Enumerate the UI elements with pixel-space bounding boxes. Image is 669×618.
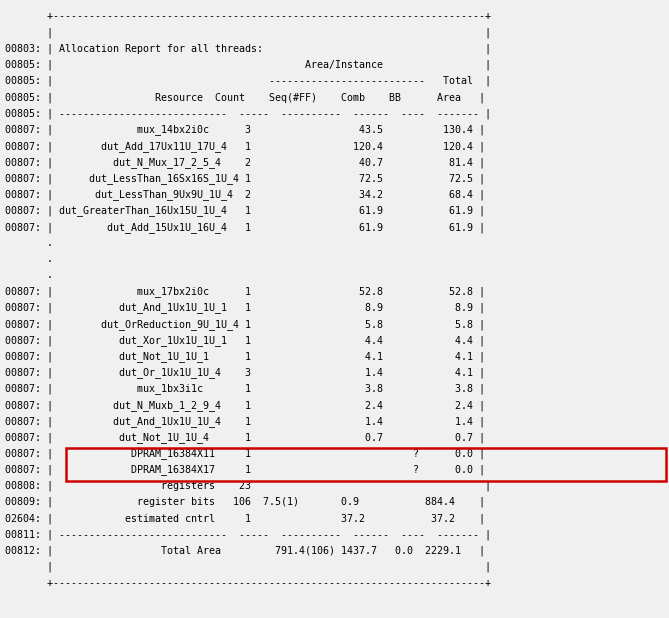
Text: 00807: |             DPRAM_16384X17     1                           ?      0.0 |: 00807: | DPRAM_16384X17 1 ? 0.0 | xyxy=(5,465,485,475)
Text: 00807: |          dut_N_Muxb_1_2_9_4    1                   2.4            2.4 |: 00807: | dut_N_Muxb_1_2_9_4 1 2.4 2.4 | xyxy=(5,400,485,410)
Text: +------------------------------------------------------------------------+: +---------------------------------------… xyxy=(5,11,491,21)
Text: 00812: |                  Total Area         791.4(106) 1437.7   0.0  2229.1   |: 00812: | Total Area 791.4(106) 1437.7 0.… xyxy=(5,546,485,556)
Text: 00805: |                                          Area/Instance                 : 00805: | Area/Instance xyxy=(5,60,491,70)
Text: .: . xyxy=(5,238,485,248)
Text: 00807: |              mux_17bx2i0c      1                  52.8           52.8 |: 00807: | mux_17bx2i0c 1 52.8 52.8 | xyxy=(5,286,485,297)
Text: 00807: |           dut_Not_1U_1U_4      1                   0.7            0.7 |: 00807: | dut_Not_1U_1U_4 1 0.7 0.7 | xyxy=(5,432,485,443)
Text: 00807: |          dut_N_Mux_17_2_5_4    2                  40.7           81.4 |: 00807: | dut_N_Mux_17_2_5_4 2 40.7 81.4 … xyxy=(5,157,485,167)
Text: 02604: |            estimated cntrl     1               37.2           37.2    |: 02604: | estimated cntrl 1 37.2 37.2 | xyxy=(5,513,485,523)
Bar xyxy=(66,448,666,481)
Text: 00807: |           dut_Xor_1Ux1U_1U_1   1                   4.4            4.4 |: 00807: | dut_Xor_1Ux1U_1U_1 1 4.4 4.4 | xyxy=(5,335,485,346)
Text: .: . xyxy=(5,254,485,264)
Text: 00807: |              mux_14bx2i0c      3                  43.5          130.4 |: 00807: | mux_14bx2i0c 3 43.5 130.4 | xyxy=(5,124,485,135)
Text: |                                                                        |: | | xyxy=(5,27,491,38)
Text: 00807: |         dut_Add_15Ux1U_16U_4   1                  61.9           61.9 |: 00807: | dut_Add_15Ux1U_16U_4 1 61.9 61.… xyxy=(5,222,485,232)
Text: +------------------------------------------------------------------------+: +---------------------------------------… xyxy=(5,578,491,588)
Text: 00811: | ----------------------------  -----  ----------  ------  ----  ------- : 00811: | ---------------------------- --… xyxy=(5,529,491,540)
Text: 00809: |              register bits   106  7.5(1)       0.9           884.4    |: 00809: | register bits 106 7.5(1) 0.9 88… xyxy=(5,497,485,507)
Text: |                                                                        |: | | xyxy=(5,562,491,572)
Text: 00807: |      dut_LessThan_16Sx16S_1U_4 1                  72.5           72.5 |: 00807: | dut_LessThan_16Sx16S_1U_4 1 72.… xyxy=(5,173,485,184)
Text: .: . xyxy=(5,270,485,280)
Text: 00807: |          dut_And_1Ux1U_1U_4    1                   1.4            1.4 |: 00807: | dut_And_1Ux1U_1U_4 1 1.4 1.4 | xyxy=(5,416,485,427)
Text: 00807: |        dut_OrReduction_9U_1U_4 1                   5.8            5.8 |: 00807: | dut_OrReduction_9U_1U_4 1 5.8 5… xyxy=(5,319,485,329)
Text: 00807: | dut_GreaterThan_16Ux15U_1U_4   1                  61.9           61.9 |: 00807: | dut_GreaterThan_16Ux15U_1U_4 1 … xyxy=(5,205,485,216)
Text: 00805: |                 Resource  Count    Seq(#FF)    Comb    BB      Area   |: 00805: | Resource Count Seq(#FF) Comb BB… xyxy=(5,92,485,103)
Text: 00807: |           dut_Or_1Ux1U_1U_4    3                   1.4            4.1 |: 00807: | dut_Or_1Ux1U_1U_4 3 1.4 4.1 | xyxy=(5,367,485,378)
Text: 00807: |              mux_1bx3i1c       1                   3.8            3.8 |: 00807: | mux_1bx3i1c 1 3.8 3.8 | xyxy=(5,384,485,394)
Text: 00807: |        dut_Add_17Ux11U_17U_4   1                 120.4          120.4 |: 00807: | dut_Add_17Ux11U_17U_4 1 120.4 1… xyxy=(5,141,485,151)
Text: 00807: |             DPRAM_16384X11     1                           ?      0.0 |: 00807: | DPRAM_16384X11 1 ? 0.0 | xyxy=(5,448,485,459)
Text: 00807: |           dut_Not_1U_1U_1      1                   4.1            4.1 |: 00807: | dut_Not_1U_1U_1 1 4.1 4.1 | xyxy=(5,351,485,362)
Text: 00807: |       dut_LessThan_9Ux9U_1U_4  2                  34.2           68.4 |: 00807: | dut_LessThan_9Ux9U_1U_4 2 34.2 … xyxy=(5,189,485,200)
Text: 00808: |                  registers    23                                       : 00808: | registers 23 xyxy=(5,481,491,491)
Text: 00805: |                                    --------------------------   Total  : 00805: | -------------------------- Tota… xyxy=(5,76,491,87)
Text: 00805: | ----------------------------  -----  ----------  ------  ----  ------- : 00805: | ---------------------------- --… xyxy=(5,108,491,119)
Text: 00803: | Allocation Report for all threads:                                     : 00803: | Allocation Report for all threa… xyxy=(5,43,491,54)
Text: 00807: |           dut_And_1Ux1U_1U_1   1                   8.9            8.9 |: 00807: | dut_And_1Ux1U_1U_1 1 8.9 8.9 | xyxy=(5,303,485,313)
